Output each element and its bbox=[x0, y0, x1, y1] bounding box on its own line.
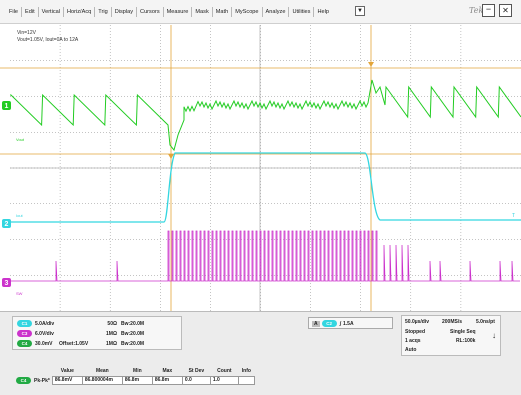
channel-scale: 5.0A/div bbox=[35, 320, 55, 327]
measurement-cell: 86.8m bbox=[121, 375, 153, 385]
measurement-table-container: Value Mean Min Max St Dev Count Info C4 Pk-Pk* 8… bbox=[14, 367, 282, 385]
timebase-value: 50.0µs/div bbox=[405, 319, 430, 325]
menu-item-mask[interactable]: Mask bbox=[192, 7, 213, 17]
trace-ch2-current bbox=[10, 152, 521, 223]
channel-bandwidth: Bw:20.0M bbox=[121, 320, 145, 327]
channel-badge[interactable]: C3 bbox=[17, 330, 32, 337]
channel-row[interactable]: C3 6.0V/div 1MΩ Bw:20.0M bbox=[17, 329, 144, 338]
waveform-display[interactable]: 1 2 3 Vout Iout SW T Vin=12V Vout=1.05V,… bbox=[0, 25, 521, 311]
ch2-trace-tag: Iout bbox=[16, 213, 24, 218]
menu-item-analyze[interactable]: Analyze bbox=[263, 7, 290, 17]
minimize-button[interactable]: − bbox=[482, 4, 495, 17]
acquisition-box[interactable]: 50.0µs/div 200MS/s 5.0ns/pt Stopped Sing… bbox=[401, 315, 501, 356]
status-panel: C1 5.0A/div 50Ω Bw:20.0M C3 6.0V/div 1MΩ Bw:20.… bbox=[0, 311, 521, 395]
channel-impedance: 50Ω bbox=[107, 320, 117, 327]
measurement-table: Value Mean Min Max St Dev Count Info C4 Pk-Pk* 8… bbox=[14, 367, 255, 385]
trigger-level-marker[interactable]: T bbox=[512, 213, 515, 219]
trigger-source-badge: C2 bbox=[321, 320, 337, 327]
record-length: RL:100k bbox=[456, 338, 476, 344]
measurement-source-badge[interactable]: C4 bbox=[16, 376, 31, 384]
measurement-header: Info bbox=[241, 368, 251, 375]
trace-ch1-output-voltage bbox=[10, 79, 521, 152]
measurement-cell: 86.800004m bbox=[81, 375, 123, 385]
trigger-mode: Auto bbox=[405, 347, 417, 353]
menu-item-trig[interactable]: Trig bbox=[95, 7, 112, 17]
measurement-header: Mean bbox=[95, 368, 109, 375]
channel-bandwidth: Bw:20.0M bbox=[121, 340, 145, 347]
ch3-trace-tag: SW bbox=[16, 291, 23, 296]
ch2-marker[interactable]: 2 bbox=[2, 219, 11, 228]
menu-item-file[interactable]: File bbox=[6, 7, 23, 17]
measurement-cell: 1.0 bbox=[209, 375, 239, 385]
menu-item-cursors[interactable]: Cursors bbox=[137, 7, 164, 17]
menu-item-horiz-acq[interactable]: Horiz/Acq bbox=[64, 7, 96, 17]
measurement-cell: 86.8m bbox=[151, 375, 183, 385]
acquisition-count: 1 acqs bbox=[405, 338, 421, 344]
measurement-name: Pk-Pk* bbox=[34, 377, 50, 384]
brand-logo: Tek bbox=[469, 6, 484, 15]
graticule-grid bbox=[10, 25, 521, 311]
channel-offset: Offset:1.05V bbox=[59, 340, 89, 347]
down-arrow-icon: ↓ bbox=[492, 331, 496, 340]
measurement-header: St Dev bbox=[188, 368, 205, 375]
measurement-header-row: Value Mean Min Max St Dev Count Info bbox=[14, 367, 254, 376]
cursor-marker-upper bbox=[368, 62, 374, 67]
menu-item-vertical[interactable]: Vertical bbox=[39, 7, 64, 17]
measurement-header: Min bbox=[133, 368, 142, 375]
ch1-trace-tag: Vout bbox=[16, 137, 25, 142]
cursor-marker-lower bbox=[168, 154, 174, 159]
annotation-line-1: Vin=12V bbox=[17, 30, 36, 36]
menu-item-display[interactable]: Display bbox=[112, 7, 138, 17]
measurement-row[interactable]: C4 Pk-Pk* 86.8mV 86.800004m 86.8m 86.8m 0.0 1.0 bbox=[14, 375, 255, 385]
ch1-marker-label: 1 bbox=[5, 103, 9, 110]
ch1-marker[interactable]: 1 bbox=[2, 101, 11, 110]
menu-item-math[interactable]: Math bbox=[213, 7, 233, 17]
ch3-marker-label: 3 bbox=[5, 280, 9, 287]
resolution-value: 5.0ns/pt bbox=[476, 319, 495, 325]
sample-rate-value: 200MS/s bbox=[442, 319, 463, 325]
measurement-cell bbox=[237, 375, 255, 385]
channel-row[interactable]: C4 30.0mV Offset:1.05V 1MΩ Bw:20.0M bbox=[17, 339, 144, 348]
measurement-cell: 0.0 bbox=[181, 375, 211, 385]
channel-row[interactable]: C1 5.0A/div 50Ω Bw:20.0M bbox=[17, 319, 144, 328]
menu-item-utilities[interactable]: Utilities bbox=[289, 7, 315, 17]
menu-item-measure[interactable]: Measure bbox=[164, 7, 193, 17]
acquisition-state: Stopped bbox=[405, 329, 425, 335]
waveform-graticule: 1 2 3 Vout Iout SW T bbox=[0, 25, 521, 311]
channel-scale: 30.0mV bbox=[35, 340, 53, 347]
close-button[interactable]: ✕ bbox=[499, 4, 512, 17]
waveform-annotation: Vin=12V Vout=1.05V, Iout=0A to 12A bbox=[17, 30, 78, 43]
ch2-marker-label: 2 bbox=[5, 221, 9, 228]
measurement-cell: 86.8mV bbox=[51, 375, 83, 385]
channel-impedance: 1MΩ bbox=[106, 330, 117, 337]
menu-list: File Edit Vertical Horiz/Acq Trig Display Curs… bbox=[6, 7, 332, 17]
channel-scale: 6.0V/div bbox=[35, 330, 54, 337]
trigger-letter: A bbox=[312, 320, 320, 327]
menu-dropdown-button[interactable]: ▼ bbox=[355, 6, 365, 16]
menu-bar: File Edit Vertical Horiz/Acq Trig Display Curs… bbox=[0, 0, 521, 24]
annotation-line-2: Vout=1.05V, Iout=0A to 12A bbox=[17, 36, 79, 43]
measurement-header: Max bbox=[162, 368, 173, 375]
measurement-header: Count bbox=[217, 368, 232, 375]
measurement-header-blank bbox=[14, 367, 52, 376]
channel-impedance: 1MΩ bbox=[106, 340, 117, 347]
ch3-marker[interactable]: 3 bbox=[2, 278, 11, 287]
menu-item-help[interactable]: Help bbox=[317, 9, 329, 15]
trigger-level: 1.5A bbox=[343, 320, 354, 327]
channel-badge[interactable]: C4 bbox=[17, 340, 32, 347]
channel-settings-box[interactable] bbox=[12, 316, 182, 350]
channel-bandwidth: Bw:20.0M bbox=[121, 330, 145, 337]
trigger-settings-box[interactable]: A C2 ∫ 1.5A bbox=[308, 317, 393, 329]
menu-item-edit[interactable]: Edit bbox=[22, 7, 39, 17]
trace-ch3-switch-node bbox=[10, 230, 520, 282]
measurement-label-cell: C4 Pk-Pk* bbox=[14, 376, 52, 384]
acquisition-mode: Single Seq bbox=[450, 329, 476, 335]
trigger-slope-icon: ∫ bbox=[339, 320, 341, 327]
measurement-header: Value bbox=[60, 368, 74, 375]
menu-item-myscope[interactable]: MyScope bbox=[232, 7, 263, 17]
channel-badge[interactable]: C1 bbox=[17, 320, 32, 327]
